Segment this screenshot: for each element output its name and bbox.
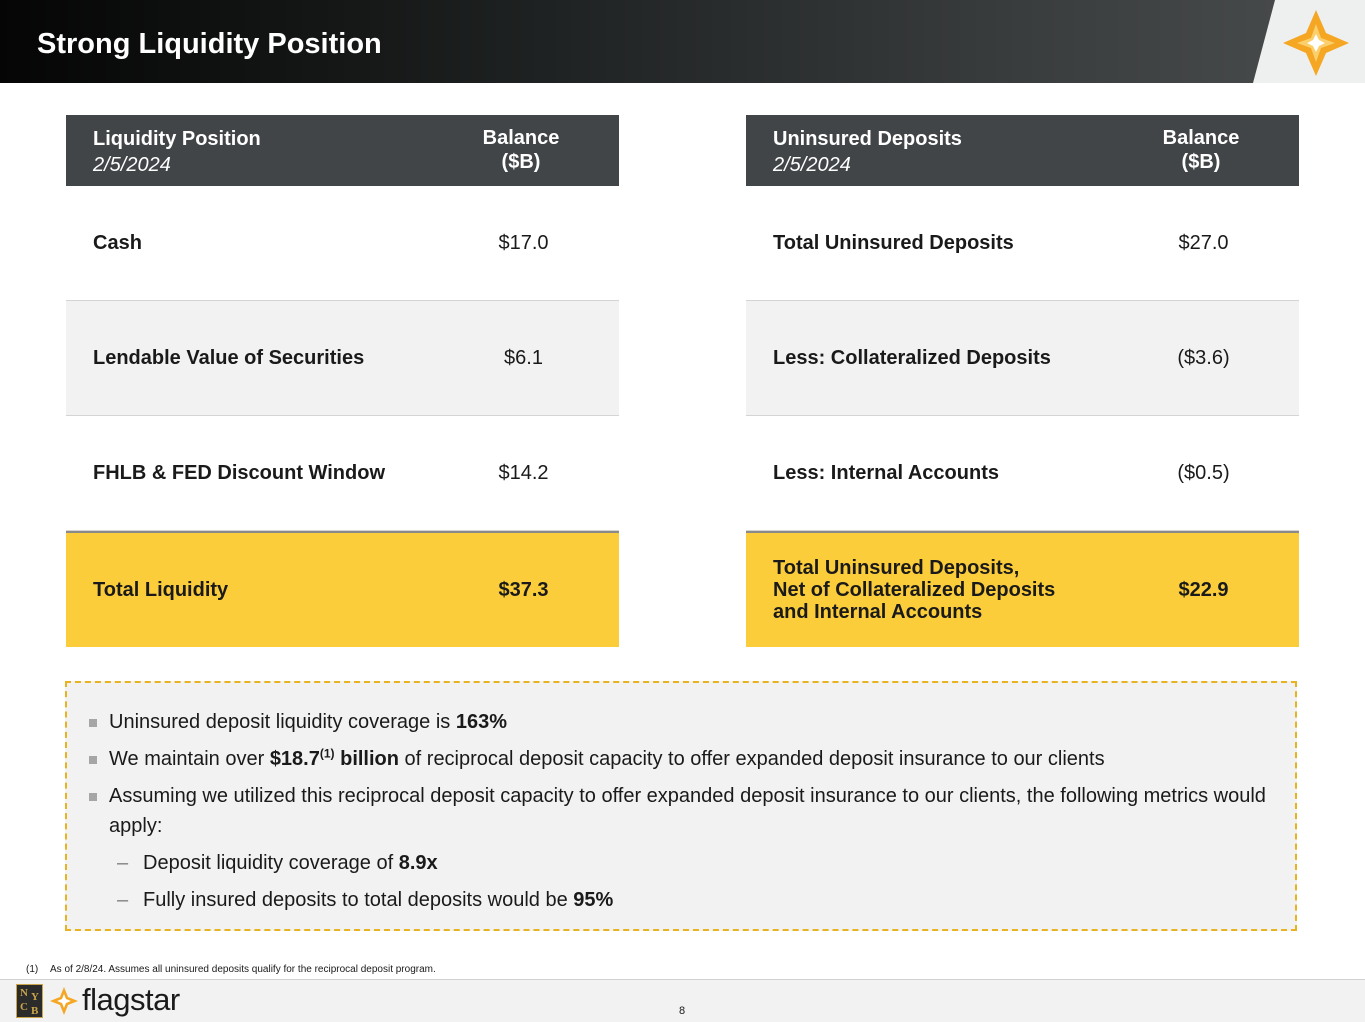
bullet-item: Uninsured deposit liquidity coverage is … [87, 707, 1277, 737]
balance-unit: ($B) [501, 151, 541, 173]
row-label: Less: Collateralized Deposits [773, 347, 1051, 369]
table-row: Total Uninsured Deposits $27.0 [746, 186, 1299, 301]
uninsured-deposits-table: Uninsured Deposits 2/5/2024 Balance ($B)… [746, 115, 1299, 647]
bullet-text: Assuming we utilized this reciprocal dep… [109, 785, 1266, 837]
uninsured-header-balance: Balance ($B) [1131, 126, 1271, 174]
row-label: Cash [93, 232, 142, 254]
bullet-text: Uninsured deposit liquidity coverage is [109, 711, 456, 733]
nycb-letter: N [20, 987, 28, 999]
sub-bullet-bold: 8.9x [398, 852, 438, 874]
uninsured-table-header: Uninsured Deposits 2/5/2024 Balance ($B) [746, 115, 1299, 186]
balance-unit: ($B) [1181, 151, 1221, 173]
nycb-letter: B [31, 1005, 39, 1017]
bullet-square-icon [89, 719, 97, 727]
sub-bullet-text: Deposit liquidity coverage of [143, 852, 399, 874]
liquidity-header-label: Liquidity Position [93, 128, 261, 150]
total-uninsured-row: Total Uninsured Deposits, Net of Collate… [746, 531, 1299, 647]
footnote: (1) As of 2/8/24. Assumes all uninsured d… [26, 964, 436, 975]
nycb-letter: Y [31, 991, 39, 1003]
total-label-line: Total Uninsured Deposits, [773, 557, 1020, 579]
uninsured-header-label: Uninsured Deposits [773, 128, 962, 150]
sub-bullet-item: – Fully insured deposits to total deposi… [87, 885, 1277, 915]
total-label-line: and Internal Accounts [773, 601, 983, 623]
liquidity-header-balance: Balance ($B) [451, 126, 591, 174]
bullet-text: of reciprocal deposit capacity to offer … [398, 748, 1105, 770]
nycb-logo: N Y C B [16, 984, 43, 1018]
flagstar-wordmark: flagstar [82, 982, 180, 1017]
row-value: $6.1 [504, 347, 543, 369]
dash-icon: – [117, 852, 129, 874]
total-label: Total Liquidity [93, 579, 229, 601]
table-row: FHLB & FED Discount Window $14.2 [66, 416, 619, 531]
row-value: $27.0 [1178, 232, 1229, 254]
page-title: Strong Liquidity Position [37, 28, 382, 60]
bullet-square-icon [89, 793, 97, 801]
key-points-callout: Uninsured deposit liquidity coverage is … [65, 681, 1297, 931]
footer-divider [0, 979, 1365, 980]
row-label: Lendable Value of Securities [93, 347, 365, 369]
dash-icon: – [117, 889, 129, 911]
sub-bullet-item: – Deposit liquidity coverage of 8.9x [87, 848, 1277, 878]
bullet-item: We maintain over $18.7(1) billion of rec… [87, 744, 1277, 774]
balance-label: Balance [1162, 127, 1240, 149]
liquidity-table-header: Liquidity Position 2/5/2024 Balance ($B) [66, 115, 619, 186]
footer-bar: N Y C B flagstar [0, 980, 1365, 1022]
total-label-line: Net of Collateralized Deposits [773, 579, 1056, 601]
bullet-bold: billion [334, 748, 399, 770]
row-value: $14.2 [498, 462, 549, 484]
row-value: ($3.6) [1177, 347, 1230, 369]
liquidity-header-date: 2/5/2024 [93, 154, 171, 176]
bullet-square-icon [89, 756, 97, 764]
header-bar: Strong Liquidity Position [0, 0, 1365, 83]
total-value: $22.9 [1178, 579, 1229, 601]
page-number: 8 [678, 1005, 686, 1017]
flagstar-star-icon [1283, 10, 1349, 76]
row-label: FHLB & FED Discount Window [93, 462, 386, 484]
row-label: Total Uninsured Deposits [773, 232, 1014, 254]
table-row: Lendable Value of Securities $6.1 [66, 301, 619, 416]
table-row: Less: Internal Accounts ($0.5) [746, 416, 1299, 531]
nycb-letter: C [20, 1001, 28, 1013]
flagstar-star-icon [50, 987, 78, 1015]
footnote-number: (1) [26, 964, 39, 975]
footnote-text: As of 2/8/24. Assumes all uninsured depo… [50, 964, 436, 975]
bullet-bold: 163% [455, 711, 508, 733]
bullet-list: Uninsured deposit liquidity coverage is … [87, 707, 1277, 922]
uninsured-header-date: 2/5/2024 [773, 154, 851, 176]
total-liquidity-row: Total Liquidity $37.3 [66, 531, 619, 647]
table-row: Less: Collateralized Deposits ($3.6) [746, 301, 1299, 416]
bullet-bold: $18.7 [269, 748, 320, 770]
row-value: ($0.5) [1177, 462, 1230, 484]
total-value: $37.3 [498, 579, 549, 601]
liquidity-position-table: Liquidity Position 2/5/2024 Balance ($B)… [66, 115, 619, 647]
row-label: Less: Internal Accounts [773, 462, 999, 484]
sub-bullet-text: Fully insured deposits to total deposits… [143, 889, 574, 911]
sub-bullet-bold: 95% [573, 889, 614, 911]
bullet-item: Assuming we utilized this reciprocal dep… [87, 781, 1277, 841]
total-label: Total Uninsured Deposits, Net of Collate… [773, 557, 1103, 623]
bullet-text: We maintain over [109, 748, 270, 770]
footnote-ref: (1) [319, 746, 335, 761]
row-value: $17.0 [498, 232, 549, 254]
balance-label: Balance [482, 127, 560, 149]
table-row: Cash $17.0 [66, 186, 619, 301]
